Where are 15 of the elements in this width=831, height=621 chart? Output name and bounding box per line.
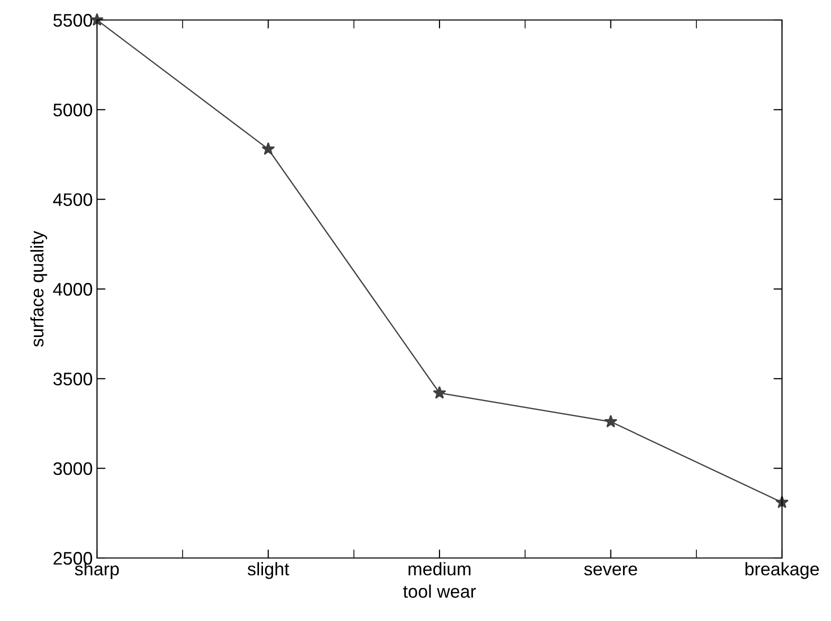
- point: [262, 142, 275, 155]
- y-tick-label: 4500: [53, 193, 92, 206]
- y-tick-label: 5000: [53, 104, 92, 116]
- point: [432, 386, 446, 399]
- x-tick-label: slight: [248, 562, 290, 579]
- y-tick-label: 3500: [53, 372, 92, 386]
- y-tick-label: 3000: [53, 462, 92, 476]
- x-axis-title: tool wear: [403, 584, 476, 598]
- x-tick-label: breakage: [746, 562, 819, 579]
- point: [604, 414, 618, 428]
- y-tick-label: 5500: [53, 14, 92, 27]
- x-tick-label: medium: [408, 562, 470, 576]
- x-tick-label: severe: [584, 566, 638, 576]
- y-tick-label: 4000: [53, 282, 92, 296]
- y-axis-title: surface quality: [30, 230, 48, 347]
